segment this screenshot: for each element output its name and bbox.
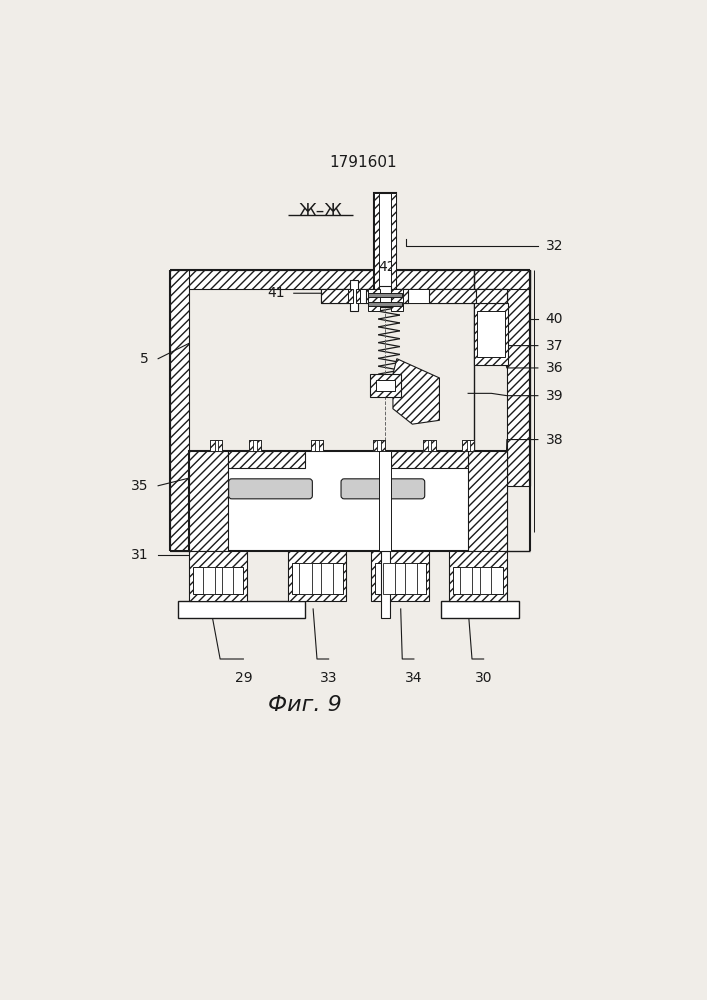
Bar	[452, 567, 503, 594]
Bar	[468, 451, 507, 551]
Bar	[392, 193, 396, 289]
Polygon shape	[393, 359, 440, 424]
Bar	[222, 567, 233, 594]
Bar	[441, 601, 518, 618]
Bar	[474, 270, 530, 289]
Bar	[375, 563, 426, 594]
Bar	[376, 380, 395, 391]
Bar	[431, 440, 436, 451]
Bar	[370, 374, 401, 397]
Bar	[383, 563, 395, 594]
Text: 42: 42	[378, 260, 395, 274]
Text: Ж–Ж: Ж–Ж	[299, 202, 343, 220]
Bar	[449, 551, 507, 601]
Bar	[474, 303, 508, 365]
Text: 30: 30	[475, 671, 492, 685]
Text: 41: 41	[267, 286, 284, 300]
Bar	[249, 440, 253, 451]
Bar	[321, 289, 507, 303]
Bar	[380, 440, 385, 451]
Bar	[257, 440, 261, 451]
Bar	[374, 193, 396, 289]
Bar	[368, 289, 380, 311]
Bar	[348, 289, 353, 303]
Bar	[319, 440, 323, 451]
Bar	[507, 270, 530, 486]
Bar	[366, 289, 409, 303]
Bar	[373, 440, 378, 451]
Bar	[170, 270, 189, 551]
Bar	[391, 451, 468, 468]
Bar	[477, 311, 505, 357]
Text: 29: 29	[235, 671, 252, 685]
Text: 38: 38	[546, 433, 563, 447]
Bar	[404, 563, 417, 594]
Bar	[374, 193, 379, 289]
Text: 39: 39	[546, 389, 563, 403]
Bar	[476, 289, 507, 303]
Bar	[360, 289, 460, 303]
Text: 32: 32	[546, 239, 563, 253]
Bar	[189, 451, 507, 551]
Bar	[203, 567, 215, 594]
Text: 34: 34	[405, 671, 423, 685]
Text: 36: 36	[546, 361, 563, 375]
Bar	[311, 440, 323, 451]
Bar	[351, 280, 358, 311]
Bar	[373, 440, 385, 451]
Bar	[249, 440, 261, 451]
FancyBboxPatch shape	[228, 479, 312, 499]
Bar	[460, 567, 472, 594]
Bar	[368, 302, 402, 306]
Text: 37: 37	[546, 339, 563, 353]
Bar	[177, 601, 305, 618]
Text: 5: 5	[140, 352, 149, 366]
Bar	[371, 551, 429, 601]
Text: 33: 33	[320, 671, 337, 685]
Bar	[189, 551, 247, 601]
Bar	[480, 567, 491, 594]
Text: 1791601: 1791601	[329, 155, 397, 170]
Bar	[228, 451, 305, 468]
Bar	[288, 551, 346, 601]
Text: 40: 40	[546, 312, 563, 326]
Bar	[299, 563, 312, 594]
Bar	[210, 440, 223, 451]
Text: 35: 35	[132, 479, 149, 493]
FancyBboxPatch shape	[341, 479, 425, 499]
Bar	[469, 440, 474, 451]
Bar	[462, 440, 467, 451]
Bar	[170, 270, 530, 289]
Bar	[321, 289, 352, 303]
Bar	[356, 289, 361, 303]
Bar	[380, 551, 390, 618]
Bar	[379, 286, 392, 307]
Bar	[193, 567, 243, 594]
Bar	[210, 440, 215, 451]
Bar	[379, 451, 392, 551]
Bar	[462, 440, 474, 451]
Bar	[429, 289, 476, 303]
Bar	[292, 563, 343, 594]
Bar	[423, 440, 436, 451]
Bar	[218, 440, 223, 451]
Bar	[311, 440, 315, 451]
Bar	[189, 451, 228, 551]
Text: Фиг. 9: Фиг. 9	[269, 695, 342, 715]
Bar	[321, 563, 333, 594]
Text: 31: 31	[132, 548, 149, 562]
Bar	[368, 293, 402, 297]
Bar	[392, 289, 403, 311]
Bar	[423, 440, 428, 451]
